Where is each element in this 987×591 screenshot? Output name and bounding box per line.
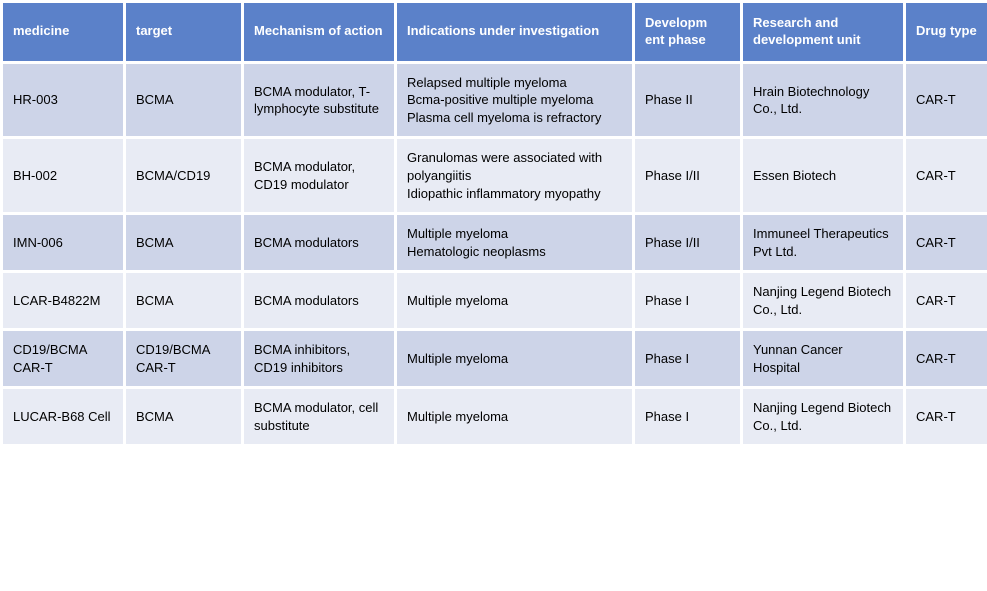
header-target: target bbox=[126, 3, 241, 61]
cell-medicine: IMN-006 bbox=[3, 215, 123, 270]
cell-indications: Granulomas were associated with polyangi… bbox=[397, 139, 632, 212]
table-row: CD19/BCMA CAR-T CD19/BCMA CAR-T BCMA inh… bbox=[3, 331, 987, 386]
table-row: LUCAR-B68 Cell BCMA BCMA modulator, cell… bbox=[3, 389, 987, 444]
cell-unit: Nanjing Legend Biotech Co., Ltd. bbox=[743, 389, 903, 444]
cell-unit: Yunnan Cancer Hospital bbox=[743, 331, 903, 386]
table-row: HR-003 BCMA BCMA modulator, T-lymphocyte… bbox=[3, 64, 987, 137]
table-body: HR-003 BCMA BCMA modulator, T-lymphocyte… bbox=[3, 64, 987, 445]
cell-mechanism: BCMA modulator, T-lymphocyte substitute bbox=[244, 64, 394, 137]
cell-medicine: LUCAR-B68 Cell bbox=[3, 389, 123, 444]
cell-target: CD19/BCMA CAR-T bbox=[126, 331, 241, 386]
cell-mechanism: BCMA modulator, CD19 modulator bbox=[244, 139, 394, 212]
cell-indications: Multiple myeloma bbox=[397, 273, 632, 328]
cell-medicine: HR-003 bbox=[3, 64, 123, 137]
cell-unit: Immuneel Therapeutics Pvt Ltd. bbox=[743, 215, 903, 270]
cell-unit: Essen Biotech bbox=[743, 139, 903, 212]
cell-indications: Multiple myeloma bbox=[397, 331, 632, 386]
cell-drug-type: CAR-T bbox=[906, 389, 987, 444]
table-row: IMN-006 BCMA BCMA modulators Multiple my… bbox=[3, 215, 987, 270]
cell-drug-type: CAR-T bbox=[906, 215, 987, 270]
cell-unit: Nanjing Legend Biotech Co., Ltd. bbox=[743, 273, 903, 328]
cell-mechanism: BCMA modulator, cell substitute bbox=[244, 389, 394, 444]
table-row: BH-002 BCMA/CD19 BCMA modulator, CD19 mo… bbox=[3, 139, 987, 212]
cell-phase: Phase I bbox=[635, 331, 740, 386]
header-indications: Indications under investigation bbox=[397, 3, 632, 61]
cell-medicine: LCAR-B4822M bbox=[3, 273, 123, 328]
cell-phase: Phase I/II bbox=[635, 139, 740, 212]
cell-phase: Phase I bbox=[635, 273, 740, 328]
cell-indications: Multiple myelomaHematologic neoplasms bbox=[397, 215, 632, 270]
cell-target: BCMA/CD19 bbox=[126, 139, 241, 212]
cell-mechanism: BCMA modulators bbox=[244, 215, 394, 270]
cell-target: BCMA bbox=[126, 389, 241, 444]
cell-phase: Phase I/II bbox=[635, 215, 740, 270]
header-row: medicine target Mechanism of action Indi… bbox=[3, 3, 987, 61]
header-phase: Development phase bbox=[635, 3, 740, 61]
cell-drug-type: CAR-T bbox=[906, 331, 987, 386]
cell-indications: Relapsed multiple myelomaBcma-positive m… bbox=[397, 64, 632, 137]
header-unit: Research and development unit bbox=[743, 3, 903, 61]
cell-mechanism: BCMA inhibitors, CD19 inhibitors bbox=[244, 331, 394, 386]
cell-drug-type: CAR-T bbox=[906, 64, 987, 137]
header-drug-type: Drug type bbox=[906, 3, 987, 61]
header-mechanism: Mechanism of action bbox=[244, 3, 394, 61]
cell-medicine: BH-002 bbox=[3, 139, 123, 212]
cell-indications: Multiple myeloma bbox=[397, 389, 632, 444]
cell-drug-type: CAR-T bbox=[906, 139, 987, 212]
cell-phase: Phase I bbox=[635, 389, 740, 444]
header-medicine: medicine bbox=[3, 3, 123, 61]
table-row: LCAR-B4822M BCMA BCMA modulators Multipl… bbox=[3, 273, 987, 328]
cell-target: BCMA bbox=[126, 273, 241, 328]
cell-medicine: CD19/BCMA CAR-T bbox=[3, 331, 123, 386]
table-head: medicine target Mechanism of action Indi… bbox=[3, 3, 987, 61]
cell-target: BCMA bbox=[126, 215, 241, 270]
cell-unit: Hrain Biotechnology Co., Ltd. bbox=[743, 64, 903, 137]
cell-target: BCMA bbox=[126, 64, 241, 137]
cell-phase: Phase II bbox=[635, 64, 740, 137]
cell-drug-type: CAR-T bbox=[906, 273, 987, 328]
cell-mechanism: BCMA modulators bbox=[244, 273, 394, 328]
drug-table: medicine target Mechanism of action Indi… bbox=[0, 0, 987, 447]
